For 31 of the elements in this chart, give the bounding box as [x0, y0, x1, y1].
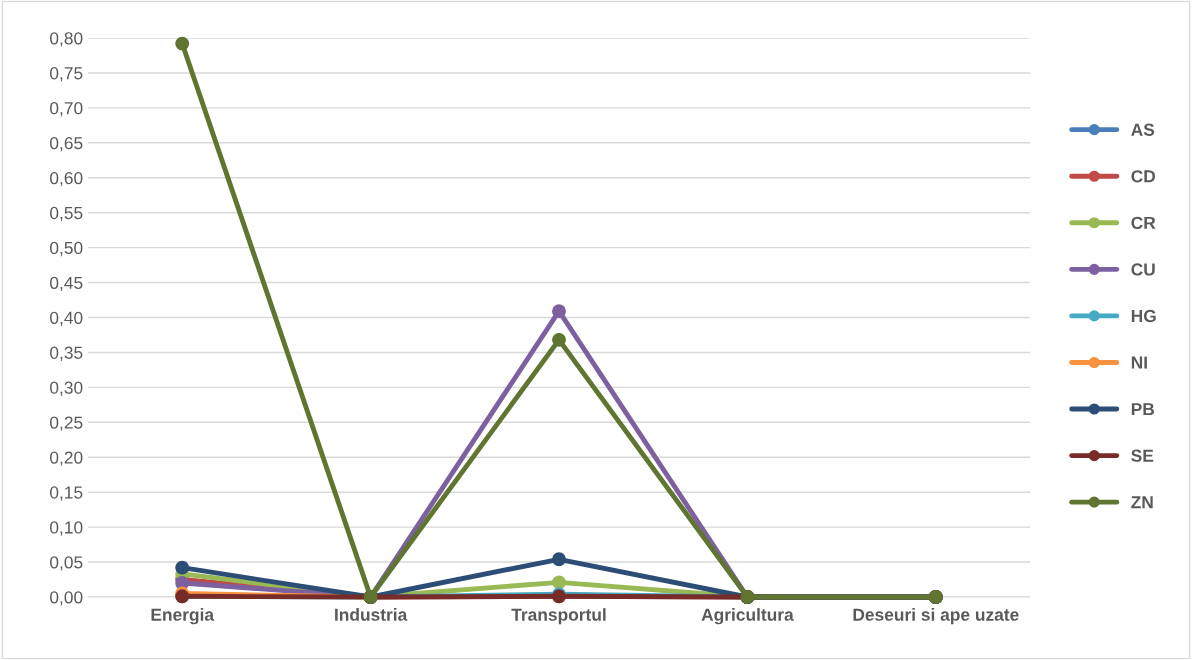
legend-label: AS [1131, 123, 1155, 136]
legend-label: PB [1131, 403, 1155, 416]
y-tick-label: 0,20 [50, 451, 83, 466]
legend-label: CR [1131, 216, 1156, 230]
legend-label: HG [1131, 309, 1156, 323]
x-tick-label: Industria [335, 608, 408, 621]
x-tick-label: Agricultura [701, 608, 794, 625]
y-tick-label: 0,65 [50, 136, 83, 152]
y-tick-label: 0,60 [50, 171, 83, 187]
y-tick-label: 0,45 [50, 276, 83, 292]
y-tick-label: 0,25 [50, 416, 83, 431]
y-tick-label: 0,80 [50, 32, 83, 47]
y-tick-label: 0,05 [50, 556, 83, 571]
y-tick-label: 0,40 [50, 311, 83, 327]
x-tick-label: Deseuri si ape uzate [853, 608, 1019, 625]
y-tick-label: 0,50 [50, 241, 83, 257]
legend-label: SE [1131, 449, 1154, 462]
y-tick-label: 0,70 [50, 102, 83, 117]
legend-label: ZN [1131, 496, 1153, 509]
legend-label: CU [1131, 263, 1155, 276]
legend-label: CD [1131, 170, 1156, 183]
y-tick-label: 0,30 [50, 381, 83, 396]
y-tick-label: 0,15 [50, 486, 83, 501]
y-tick-label: 0,10 [50, 521, 83, 536]
x-tick-label: Transportul [511, 608, 606, 625]
y-tick-label: 0,35 [50, 346, 83, 361]
y-tick-label: 0,75 [50, 67, 83, 82]
y-tick-label: 0,00 [50, 591, 83, 606]
y-tick-label: 0,55 [50, 206, 83, 222]
x-tick-label: Energia [151, 608, 215, 625]
legend-label: NI [1131, 356, 1147, 369]
